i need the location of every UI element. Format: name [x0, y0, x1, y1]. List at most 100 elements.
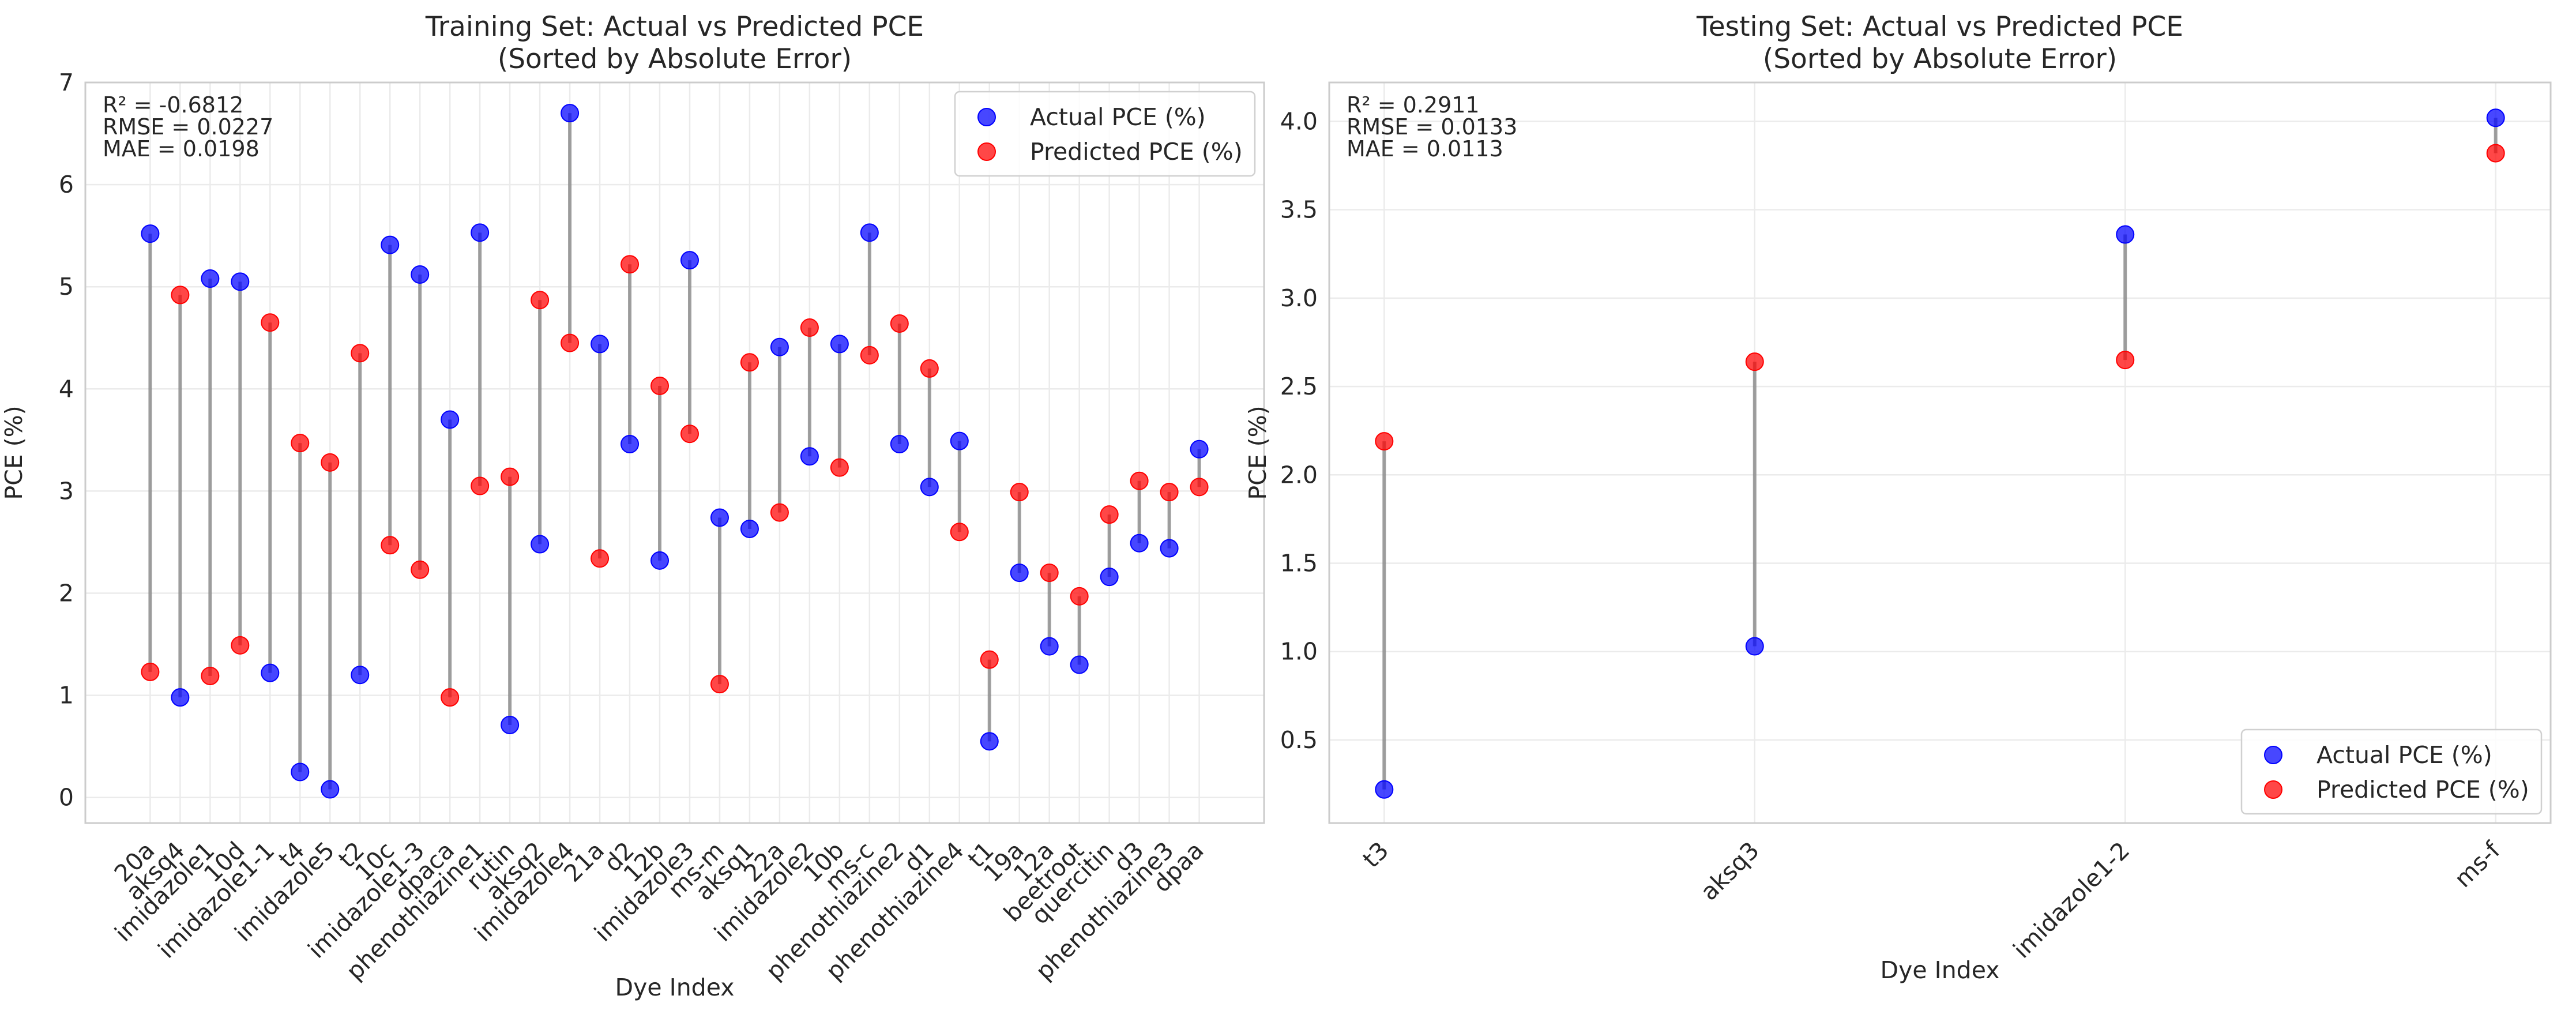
- predicted-point: [201, 666, 220, 685]
- legend-marker: [2264, 780, 2282, 799]
- chart-title-line: Training Set: Actual vs Predicted PCE: [425, 11, 924, 43]
- predicted-point: [591, 549, 610, 568]
- actual-point: [1010, 564, 1029, 583]
- predicted-point: [710, 675, 729, 694]
- predicted-point: [800, 318, 819, 337]
- predicted-point: [770, 503, 789, 522]
- actual-point: [321, 780, 340, 799]
- actual-point: [740, 519, 759, 538]
- predicted-point: [321, 453, 340, 472]
- chart-title-line: Testing Set: Actual vs Predicted PCE: [1696, 11, 2183, 43]
- y-tick-label: 1.5: [1280, 550, 1318, 577]
- actual-point: [1040, 637, 1059, 656]
- predicted-point: [680, 425, 699, 444]
- chart-title-line: (Sorted by Absolute Error): [498, 43, 852, 75]
- y-tick-label: 2.5: [1280, 373, 1318, 400]
- plot-area: [1329, 82, 2551, 823]
- predicted-point: [351, 344, 370, 363]
- legend-label: Actual PCE (%): [1030, 103, 1206, 131]
- actual-point: [1190, 439, 1209, 459]
- stats-line: MAE = 0.0113: [1347, 136, 1503, 161]
- actual-point: [381, 235, 400, 254]
- predicted-point: [471, 476, 490, 495]
- predicted-point: [1040, 564, 1059, 583]
- actual-point: [860, 223, 879, 242]
- legend-marker: [977, 142, 996, 161]
- actual-point: [351, 666, 370, 685]
- y-tick-label: 7: [59, 69, 74, 96]
- predicted-point: [291, 434, 310, 453]
- predicted-point: [740, 353, 759, 372]
- actual-point: [441, 410, 460, 429]
- predicted-point: [1100, 505, 1119, 524]
- y-tick-label: 0: [59, 784, 74, 812]
- actual-point: [231, 272, 250, 291]
- predicted-point: [1070, 587, 1089, 606]
- y-tick-label: 3.0: [1280, 284, 1318, 312]
- actual-point: [1160, 539, 1179, 558]
- y-tick-label: 4.0: [1280, 107, 1318, 135]
- predicted-point: [1745, 352, 1764, 371]
- predicted-point: [950, 523, 969, 542]
- actual-point: [650, 551, 670, 570]
- legend-marker: [977, 108, 996, 126]
- actual-point: [261, 663, 280, 682]
- y-tick-label: 0.5: [1280, 726, 1318, 754]
- predicted-point: [621, 255, 640, 274]
- legend-label: Predicted PCE (%): [2316, 776, 2529, 803]
- predicted-point: [1010, 483, 1029, 502]
- actual-point: [680, 251, 699, 270]
- actual-point: [531, 535, 550, 554]
- y-tick-label: 2: [59, 580, 74, 607]
- predicted-point: [920, 359, 939, 378]
- predicted-point: [411, 560, 430, 579]
- legend: Actual PCE (%) Predicted PCE (%): [2240, 728, 2543, 815]
- actual-point: [291, 762, 310, 782]
- actual-point: [411, 265, 430, 284]
- actual-point: [561, 104, 580, 123]
- legend: Actual PCE (%) Predicted PCE (%): [954, 91, 1256, 177]
- predicted-point: [830, 458, 849, 477]
- actual-point: [1070, 655, 1089, 674]
- y-tick-label: 1.0: [1280, 638, 1318, 666]
- actual-point: [830, 335, 849, 354]
- plot-area: [85, 82, 1264, 823]
- stats-line: MAE = 0.0198: [103, 136, 260, 161]
- chart-panel-training: 0123456720aaksq4imidazole110dimidazole1-…: [0, 11, 1265, 1001]
- predicted-point: [2116, 351, 2135, 370]
- predicted-point: [1160, 483, 1179, 502]
- x-axis-label: Dye Index: [615, 974, 735, 1001]
- stats-line: R² = -0.6812: [103, 92, 243, 118]
- actual-point: [171, 688, 190, 707]
- predicted-point: [2486, 144, 2505, 163]
- actual-point: [920, 478, 939, 497]
- actual-point: [1375, 780, 1394, 799]
- actual-point: [2486, 108, 2505, 127]
- actual-point: [1130, 534, 1149, 553]
- predicted-point: [1190, 478, 1209, 497]
- predicted-point: [890, 314, 909, 333]
- predicted-point: [860, 345, 879, 365]
- actual-point: [2116, 225, 2135, 244]
- predicted-point: [561, 333, 580, 352]
- y-tick-label: 5: [59, 273, 74, 300]
- actual-point: [890, 434, 909, 453]
- stats-line: R² = 0.2911: [1347, 92, 1480, 118]
- actual-point: [1100, 568, 1119, 587]
- predicted-point: [1130, 471, 1149, 490]
- actual-point: [710, 508, 729, 527]
- y-tick-label: 3.5: [1280, 196, 1318, 224]
- chart-title-line: (Sorted by Absolute Error): [1763, 43, 2117, 75]
- actual-point: [621, 434, 640, 453]
- stats-line: RMSE = 0.0227: [103, 114, 273, 140]
- actual-point: [141, 224, 160, 243]
- predicted-point: [171, 286, 190, 305]
- legend-box: [954, 91, 1256, 177]
- actual-point: [770, 337, 789, 356]
- predicted-point: [441, 688, 460, 707]
- actual-point: [1745, 637, 1764, 656]
- predicted-point: [261, 313, 280, 332]
- predicted-point: [531, 291, 550, 310]
- legend-label: Predicted PCE (%): [1030, 138, 1243, 166]
